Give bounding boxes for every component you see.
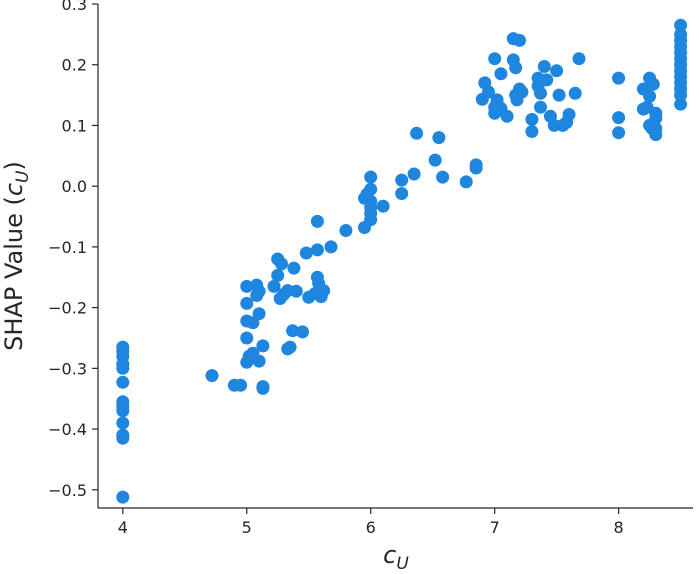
data-point <box>267 279 281 293</box>
data-point <box>252 284 266 298</box>
y-tick-label: −0.4 <box>48 420 87 439</box>
data-point <box>364 213 378 227</box>
data-point <box>116 431 130 445</box>
data-point <box>324 240 338 254</box>
data-point <box>525 125 539 138</box>
y-tick-label: 0.1 <box>62 116 87 135</box>
data-point <box>534 86 547 100</box>
data-point <box>482 85 495 99</box>
data-point <box>432 131 446 145</box>
data-point <box>317 284 331 298</box>
x-axis-label: cU <box>383 541 409 574</box>
y-tick-label: −0.3 <box>48 359 87 378</box>
data-point <box>299 246 313 260</box>
data-point <box>271 268 285 282</box>
data-point <box>649 128 663 142</box>
data-point <box>612 126 626 140</box>
data-point <box>649 106 663 120</box>
data-point <box>286 324 300 338</box>
data-point <box>537 60 551 73</box>
data-point <box>612 71 626 85</box>
data-point <box>572 52 586 66</box>
data-point <box>525 112 539 126</box>
y-tick-label: 0.0 <box>62 177 87 196</box>
data-point <box>296 325 309 339</box>
data-point <box>395 187 409 200</box>
data-point <box>407 167 421 181</box>
data-point <box>469 158 483 172</box>
y-axis-label: SHAP Value (cU) <box>0 161 33 351</box>
data-point <box>513 33 526 47</box>
data-point <box>376 199 390 213</box>
data-point <box>205 369 219 383</box>
data-point <box>410 126 424 140</box>
data-point <box>234 378 248 392</box>
data-point <box>488 52 502 66</box>
data-point <box>246 316 260 330</box>
data-point <box>240 279 254 293</box>
data-point <box>395 173 409 187</box>
data-point <box>240 331 254 345</box>
y-tick-label: 0.2 <box>62 56 87 75</box>
y-tick-label: 0.3 <box>62 0 87 14</box>
x-tick-label: 7 <box>490 518 500 537</box>
svg-text:SHAP Value (cU): SHAP Value (cU) <box>0 161 33 351</box>
data-point <box>256 381 270 395</box>
data-point <box>339 224 353 237</box>
data-point <box>256 339 270 353</box>
data-point <box>283 340 297 354</box>
y-tick-label: −0.2 <box>48 299 87 318</box>
data-point <box>646 77 660 91</box>
data-point <box>540 73 554 87</box>
data-point <box>364 170 378 184</box>
data-point <box>552 88 566 102</box>
data-point <box>275 257 288 271</box>
data-point <box>116 375 130 389</box>
data-point <box>310 243 324 257</box>
data-point <box>674 97 688 111</box>
data-point <box>116 404 130 418</box>
data-point <box>289 284 303 298</box>
data-point <box>428 153 442 167</box>
data-point <box>436 170 450 184</box>
x-tick-label: 4 <box>118 518 128 537</box>
data-point <box>643 89 657 103</box>
data-point <box>494 67 508 81</box>
x-tick-label: 5 <box>242 518 252 537</box>
svg-text:cU: cU <box>383 541 409 574</box>
data-point <box>364 182 378 196</box>
data-point <box>500 109 514 123</box>
data-point <box>674 18 688 32</box>
x-tick-label: 6 <box>366 518 376 537</box>
data-point <box>509 61 523 75</box>
data-point <box>459 175 473 189</box>
data-point <box>240 296 254 310</box>
data-point <box>287 261 301 275</box>
data-point <box>116 416 130 430</box>
y-tick-label: −0.1 <box>48 238 87 257</box>
data-point <box>562 108 576 121</box>
y-ticks: −0.5 −0.4 −0.3 −0.2 −0.1 0.0 0.1 0.2 0.3 <box>48 0 98 500</box>
data-point <box>550 64 564 78</box>
data-point <box>568 86 582 100</box>
data-point <box>612 111 626 125</box>
data-point <box>534 100 547 114</box>
data-point <box>116 490 130 504</box>
data-point <box>674 88 688 102</box>
points-layer <box>116 18 688 504</box>
data-point <box>515 85 529 99</box>
data-point <box>252 307 266 321</box>
y-tick-label: −0.5 <box>48 481 87 500</box>
x-tick-label: 8 <box>614 518 624 537</box>
x-ticks: 4 5 6 7 8 <box>118 508 624 537</box>
data-point <box>116 361 130 375</box>
data-point <box>252 354 266 368</box>
data-point <box>310 214 324 228</box>
